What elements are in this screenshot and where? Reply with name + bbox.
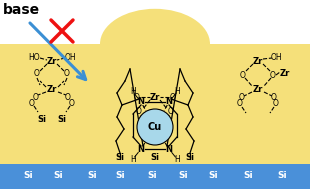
Text: O: O (136, 108, 142, 116)
Text: O: O (240, 70, 246, 80)
Text: N: N (166, 145, 172, 153)
Text: O: O (271, 92, 277, 101)
Text: O: O (65, 92, 71, 101)
Text: O: O (237, 98, 243, 108)
Text: Si: Si (53, 171, 63, 180)
Text: O: O (29, 98, 35, 108)
Text: Si: Si (243, 171, 253, 180)
Text: Zr: Zr (253, 84, 263, 94)
Text: Si: Si (23, 171, 33, 180)
Bar (0, 164, 310, 189)
Text: Si: Si (87, 171, 97, 180)
Text: O: O (270, 70, 276, 80)
Text: O: O (239, 92, 245, 101)
Text: Si: Si (277, 171, 287, 180)
Text: Si: Si (38, 115, 46, 123)
Text: Cu: Cu (148, 122, 162, 132)
Text: Si: Si (150, 153, 160, 161)
Text: O: O (170, 92, 176, 101)
Text: H: H (174, 88, 180, 97)
Text: Zr: Zr (47, 57, 57, 66)
Text: N: N (166, 98, 172, 106)
Text: H: H (174, 154, 180, 163)
Circle shape (137, 109, 173, 145)
Text: Zr: Zr (253, 57, 263, 66)
Bar (0, 44, 310, 164)
Text: N: N (138, 145, 144, 153)
Text: Si: Si (178, 171, 188, 180)
Text: OH: OH (64, 53, 76, 63)
Text: Si: Si (208, 171, 218, 180)
Text: N: N (138, 98, 144, 106)
Text: O: O (34, 70, 40, 78)
Text: O: O (33, 92, 39, 101)
Text: O: O (64, 70, 70, 78)
Text: O: O (134, 92, 140, 101)
Text: base: base (3, 3, 40, 17)
Text: H: H (130, 88, 136, 97)
Text: Si: Si (147, 171, 157, 180)
Text: Si: Si (57, 115, 67, 123)
Text: O: O (273, 98, 279, 108)
Text: H: H (130, 154, 136, 163)
Ellipse shape (100, 9, 210, 79)
Text: Si: Si (116, 153, 125, 161)
Text: OH: OH (270, 53, 282, 61)
Text: O: O (69, 98, 75, 108)
Text: Si: Si (115, 171, 125, 180)
Text: Zr: Zr (280, 70, 290, 78)
Text: HO: HO (28, 53, 40, 63)
Text: O: O (168, 108, 174, 116)
Text: Si: Si (185, 153, 194, 161)
Text: Zr: Zr (47, 84, 57, 94)
Text: Zr: Zr (150, 92, 160, 101)
